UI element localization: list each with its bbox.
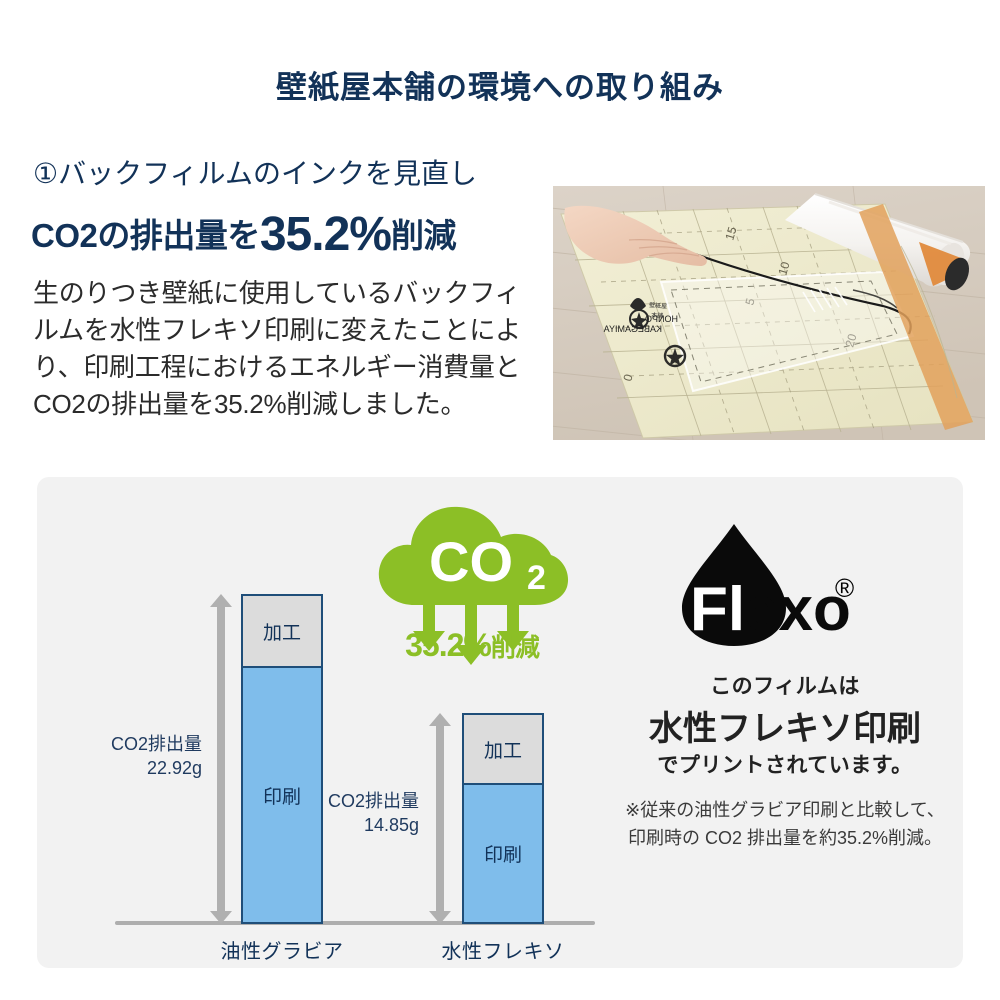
headline-prefix: CO2の排出量を [31, 217, 260, 254]
svg-text:本舗: 本舗 [651, 311, 664, 320]
flexo-line-3: でプリントされています。 [657, 754, 913, 777]
comparison-panel: CO2排出量 22.92g 加工 印刷 油性グラビア CO2排出量 [37, 477, 963, 968]
reduction-suffix: 削減 [490, 634, 540, 662]
footnote-line-1: ※従来の油性グラビア印刷と比較して、 [625, 800, 945, 820]
cloud-co2-text: CO [429, 530, 513, 593]
intro-body: 生のりつき壁紙に使用しているバックフィルムを水性フレキソ印刷に変えたことにより、… [33, 278, 521, 419]
registered-trademark-icon: ® [835, 573, 855, 603]
wallpaper-photo: 壁紙屋 本舗 0 5 10 20 15 [553, 186, 985, 440]
svg-text:10: 10 [775, 260, 792, 277]
bar-segment-processing: 加工 [464, 715, 542, 785]
flexo-footnote: ※従来の油性グラビア印刷と比較して、 印刷時の CO2 排出量を約35.2%削減… [607, 797, 963, 853]
measure-arrow-gravure [210, 594, 232, 924]
bar-gravure: 加工 印刷 [241, 594, 323, 924]
flexo-line-1: このフィルムは [710, 675, 860, 698]
co2-cloud-icon: CO 2 [367, 497, 577, 687]
emission-caption: CO2排出量 [327, 791, 419, 811]
emission-value: 14.85g [363, 815, 419, 836]
flexo-logo-fl: Fl [690, 575, 745, 644]
co2-bar-chart: CO2排出量 22.92g 加工 印刷 油性グラビア CO2排出量 [37, 477, 597, 968]
category-label-gravure: 油性グラビア [220, 941, 344, 963]
segment-label-processing: 加工 [483, 740, 522, 762]
svg-text:KABEGAMIYA: KABEGAMIYA [604, 324, 662, 334]
arrow-head-down [429, 911, 451, 924]
segment-label-processing: 加工 [262, 622, 301, 644]
category-label-flexo: 水性フレキソ [441, 941, 565, 963]
emission-label-gravure: CO2排出量 22.92g [72, 732, 202, 781]
emission-label-flexo: CO2排出量 14.85g [289, 789, 419, 838]
chart-baseline [115, 921, 595, 925]
flexo-certification-block: Fl exo ® このフィルムは 水性フレキソ印刷 でプリントされています。 ※… [607, 477, 963, 968]
bar-flexo: 加工 印刷 [462, 713, 544, 924]
svg-text:0: 0 [620, 372, 635, 383]
arrow-head-up [210, 594, 232, 607]
page-title: 壁紙屋本舗の環境への取り組み [276, 70, 724, 105]
footnote-line-2: 印刷時の CO2 排出量を約35.2%削減。 [627, 827, 943, 848]
bar-segment-printing: 印刷 [464, 785, 542, 922]
flexo-logo-exo: exo [744, 575, 851, 644]
emission-value: 22.92g [146, 758, 202, 779]
arrow-shaft [217, 605, 225, 913]
bar-segment-printing: 印刷 [243, 668, 321, 922]
flexo-logo: Fl exo [662, 522, 912, 647]
headline-percent: 35.2% [259, 208, 392, 261]
svg-text:5: 5 [742, 296, 757, 307]
photo-illustration: 壁紙屋 本舗 0 5 10 20 15 [553, 186, 985, 440]
arrow-head-up [429, 713, 451, 726]
reduction-value: 35.2% [405, 627, 492, 663]
svg-text:HONPO: HONPO [645, 314, 678, 324]
arrow-head-down [210, 911, 232, 924]
measure-arrow-flexo [429, 713, 451, 924]
arrow-shaft [436, 724, 444, 913]
svg-text:15: 15 [722, 225, 739, 242]
reduction-callout: 35.2%削減 [367, 627, 577, 664]
intro-headline: CO2の排出量を35.2%削減 [31, 207, 551, 262]
headline-suffix: 削減 [390, 217, 457, 254]
emission-caption: CO2排出量 [110, 734, 202, 754]
cloud-with-arrows-graphic: CO 2 [378, 506, 569, 665]
flexo-droplet-logo: Fl exo [682, 524, 851, 646]
svg-text:壁紙屋: 壁紙屋 [649, 301, 668, 310]
bar-segment-processing: 加工 [243, 596, 321, 668]
flexo-line-2: 水性フレキソ印刷 [649, 710, 921, 748]
segment-label-printing: 印刷 [483, 845, 522, 866]
segment-label-printing: 印刷 [262, 786, 301, 808]
intro-lead: ①バックフィルムのインクを見直し [33, 158, 477, 189]
cloud-co2-subscript: 2 [527, 559, 546, 597]
